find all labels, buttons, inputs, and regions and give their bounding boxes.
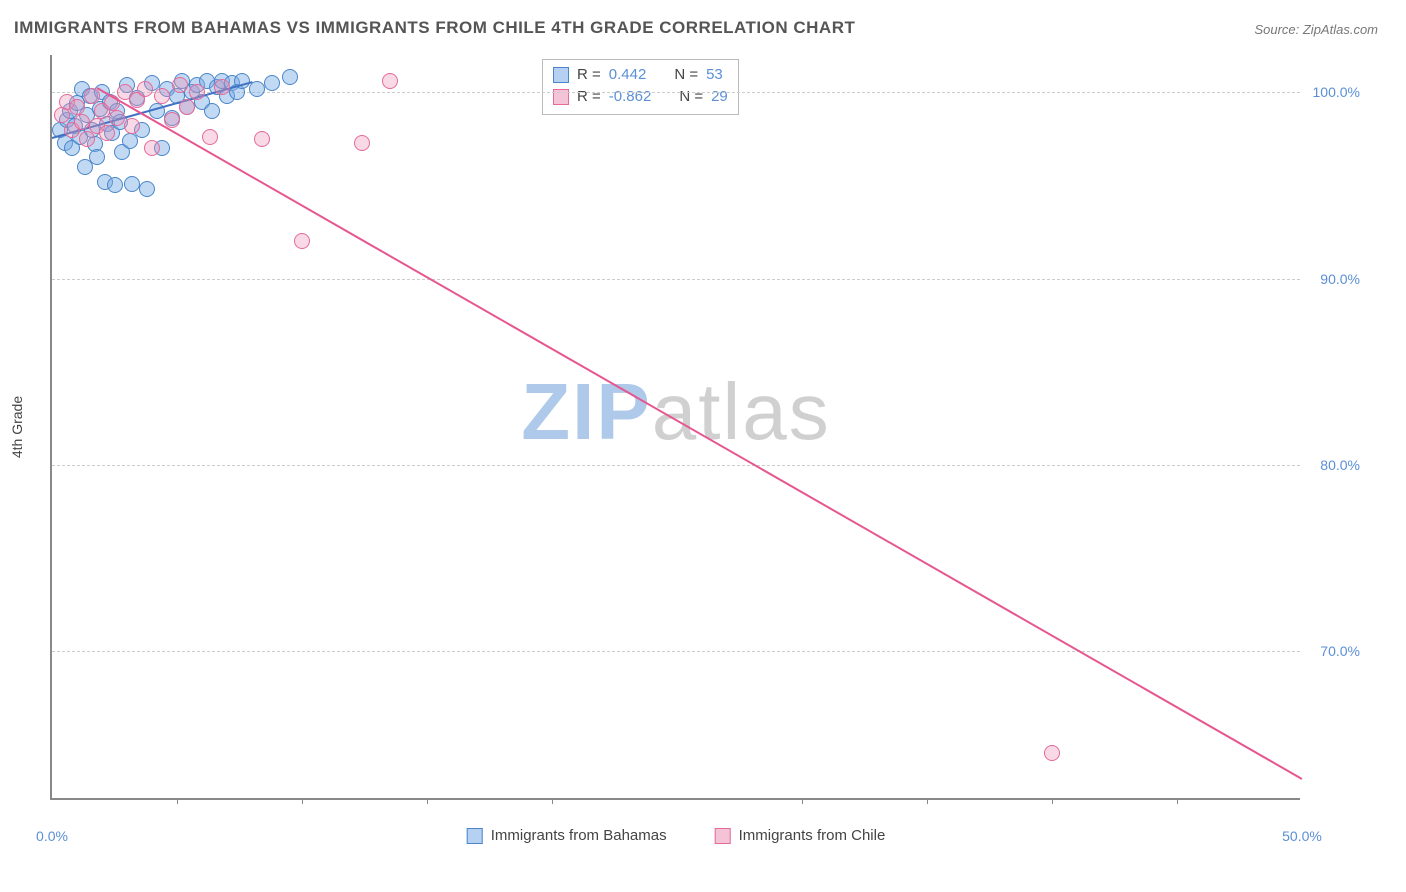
legend-n-value: 53 [706,64,723,86]
y-tick-label: 90.0% [1320,271,1360,287]
legend-item-bahamas: Immigrants from Bahamas [467,827,667,844]
x-tick-label: 0.0% [36,828,68,844]
legend-label: Immigrants from Bahamas [491,827,667,844]
legend-r-label: R = [577,64,601,86]
chart-title: IMMIGRANTS FROM BAHAMAS VS IMMIGRANTS FR… [14,18,855,38]
scatter-point-chile [144,140,160,156]
scatter-point-bahamas [264,75,280,91]
x-tick-mark [427,798,428,804]
scatter-point-bahamas [122,133,138,149]
legend-series: Immigrants from Bahamas Immigrants from … [467,827,886,844]
legend-swatch-chile [715,828,731,844]
y-tick-label: 70.0% [1320,643,1360,659]
legend-r-label: R = [577,86,601,108]
legend-r-value: -0.862 [609,86,652,108]
watermark: ZIPatlas [521,366,830,458]
scatter-point-bahamas [89,149,105,165]
y-axis-label: 4th Grade [9,395,25,457]
source-label: Source: ZipAtlas.com [1254,22,1378,37]
legend-stats-row: R = -0.862 N = 29 [553,86,728,108]
scatter-point-chile [294,233,310,249]
scatter-point-chile [69,99,85,115]
scatter-point-chile [79,131,95,147]
scatter-point-chile [99,125,115,141]
scatter-point-chile [179,99,195,115]
x-tick-mark [177,798,178,804]
scatter-point-chile [154,88,170,104]
scatter-point-bahamas [139,181,155,197]
scatter-point-bahamas [204,103,220,119]
watermark-light: atlas [652,367,831,456]
scatter-point-chile [202,129,218,145]
x-tick-mark [302,798,303,804]
x-tick-mark [802,798,803,804]
scatter-point-chile [137,81,153,97]
scatter-point-bahamas [107,177,123,193]
scatter-point-chile [172,77,188,93]
scatter-point-bahamas [124,176,140,192]
legend-label: Immigrants from Chile [739,827,886,844]
y-tick-label: 80.0% [1320,457,1360,473]
gridline-h [52,651,1300,652]
scatter-point-chile [74,114,90,130]
scatter-point-chile [189,84,205,100]
scatter-point-chile [109,110,125,126]
legend-item-chile: Immigrants from Chile [715,827,886,844]
legend-swatch-bahamas [553,67,569,83]
scatter-point-chile [1044,745,1060,761]
scatter-point-chile [214,79,230,95]
gridline-h [52,279,1300,280]
x-tick-mark [552,798,553,804]
x-tick-mark [927,798,928,804]
watermark-bold: ZIP [521,367,651,456]
scatter-point-chile [382,73,398,89]
legend-n-label: N = [679,86,703,108]
x-tick-mark [1052,798,1053,804]
scatter-point-chile [84,88,100,104]
trend-line-chile [97,87,1303,780]
legend-n-label: N = [674,64,698,86]
plot-area: 4th Grade ZIPatlas R = 0.442 N = 53 R = … [50,55,1300,800]
gridline-h [52,465,1300,466]
scatter-point-chile [124,118,140,134]
x-tick-label: 50.0% [1282,828,1322,844]
legend-n-value: 29 [711,86,728,108]
legend-swatch-bahamas [467,828,483,844]
legend-r-value: 0.442 [609,64,647,86]
scatter-point-chile [354,135,370,151]
scatter-point-chile [254,131,270,147]
legend-stats: R = 0.442 N = 53 R = -0.862 N = 29 [542,59,739,115]
legend-stats-row: R = 0.442 N = 53 [553,64,728,86]
y-tick-label: 100.0% [1313,84,1360,100]
scatter-point-bahamas [282,69,298,85]
x-tick-mark [1177,798,1178,804]
